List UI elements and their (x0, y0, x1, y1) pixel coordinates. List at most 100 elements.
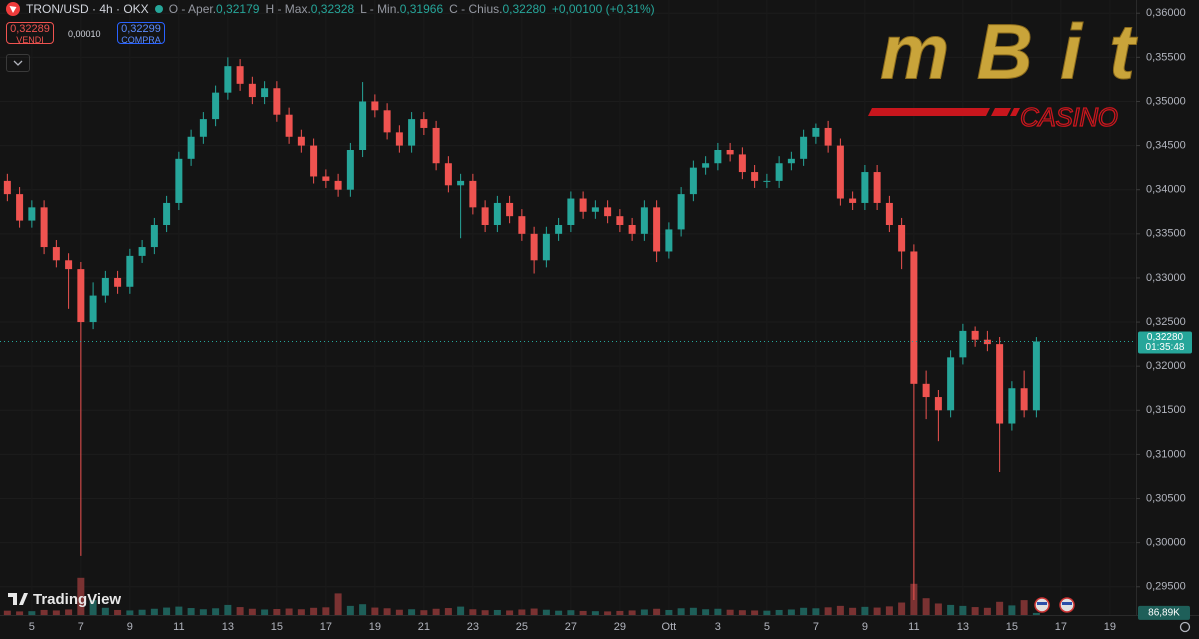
volume-bar (408, 609, 416, 615)
candle-body (199, 119, 207, 137)
volume-bar (616, 610, 624, 615)
x-tick-label: 11 (173, 621, 184, 633)
candle-body (481, 207, 489, 225)
volume-bar (89, 600, 97, 615)
volume-bar (40, 609, 48, 615)
x-tick-label: 5 (764, 621, 770, 633)
collapse-button[interactable] (6, 54, 30, 72)
volume-bar (836, 605, 844, 615)
candle-body (469, 180, 477, 208)
x-tick-label: Ott (662, 621, 677, 633)
ohlc-value: 0,31966 (399, 2, 444, 16)
y-tick-label: 0,33500 (1146, 228, 1186, 240)
status-dot (154, 5, 163, 13)
volume-bar (873, 607, 881, 615)
chevron (13, 60, 23, 66)
candle-body (114, 277, 122, 287)
buy-price: 0,32299 (121, 23, 161, 35)
candle-body (138, 247, 146, 256)
candle-body (261, 88, 269, 98)
y-tick-label: 0,34500 (1146, 139, 1186, 151)
volume-bar (187, 608, 195, 615)
candle-body (751, 172, 759, 181)
x-tick-label: 15 (271, 621, 283, 633)
x-tick-label: 9 (862, 621, 868, 633)
candle-body (996, 344, 1004, 424)
volume-bar (150, 608, 158, 615)
volume-bar (996, 601, 1004, 615)
x-tick-label: 3 (715, 621, 721, 633)
candle-body (28, 207, 36, 221)
candle-body (101, 277, 109, 296)
volume-bar (3, 610, 11, 615)
volume-bar (199, 609, 207, 615)
candle-body (334, 180, 342, 190)
logo-subtitle: CASINO (1020, 102, 1118, 132)
watermark-icon (8, 593, 28, 605)
volume-bar (310, 607, 318, 615)
x-tick-label: 9 (127, 621, 133, 633)
volume-bar (677, 608, 685, 615)
ohlc-item: H - Max.0,32328 (265, 2, 354, 16)
candle-body (89, 295, 97, 323)
volume-bar (800, 607, 808, 615)
volume-bar (175, 606, 183, 615)
candle-body (1008, 388, 1016, 424)
candle-body (150, 225, 158, 248)
y-tick-label: 0,31000 (1146, 448, 1186, 460)
buy-button[interactable]: 0,32299 COMPRA (117, 22, 165, 45)
volume-bar (28, 611, 36, 615)
x-tick-label: 13 (222, 621, 234, 633)
candle-body (591, 207, 599, 212)
candle-body (775, 163, 783, 181)
candle-body (873, 172, 881, 203)
volume-bar (628, 610, 636, 615)
spread: 0,00010 (68, 29, 101, 39)
ohlc-value: 0,32280 (502, 2, 546, 16)
candle-body (457, 180, 465, 186)
candle-body (212, 92, 220, 120)
candle-body (310, 145, 318, 177)
volume-bar (824, 607, 832, 615)
x-tick-label: 17 (1055, 621, 1067, 633)
volume-bar (922, 598, 930, 615)
volume-bar (885, 606, 893, 615)
candle-body (52, 247, 60, 261)
candle-body (236, 66, 244, 84)
volume-bar (702, 609, 710, 615)
candle-body (126, 255, 134, 287)
volume-bar (359, 604, 367, 615)
volume-bar (322, 607, 330, 615)
candle-body (371, 101, 379, 111)
volume-bar (163, 607, 171, 615)
x-tick-label: 17 (320, 621, 332, 633)
countdown: 01:35:48 (1146, 342, 1185, 353)
volume-bar (444, 608, 452, 615)
candle-body (849, 198, 857, 203)
candle-body (983, 339, 991, 345)
volume-bar (114, 609, 122, 615)
x-tick-label: 19 (369, 621, 381, 633)
candle-body (922, 383, 930, 398)
volume-bar (16, 611, 24, 615)
y-tick-label: 0,35000 (1146, 95, 1186, 107)
volume-bar (555, 610, 563, 615)
volume-bar (77, 577, 85, 615)
volume-bar (261, 609, 269, 615)
candle-body (1032, 341, 1040, 411)
volume-bar (273, 609, 281, 615)
ohlc-label: H - Max. (265, 2, 311, 16)
sell-button[interactable]: 0,32289 VENDI (6, 22, 54, 45)
y-tick-label: 0,34000 (1146, 184, 1186, 196)
candle-body (702, 163, 710, 168)
candle-body (420, 119, 428, 128)
volume-bar (138, 609, 146, 615)
watermark-text: TradingView (33, 591, 121, 608)
x-tick-label: 13 (957, 621, 969, 633)
sell-price: 0,32289 (10, 23, 50, 35)
volume-bar (542, 609, 550, 615)
volume-bar (1008, 605, 1016, 615)
y-tick-label: 0,35500 (1146, 51, 1186, 63)
candle-body (555, 225, 563, 234)
